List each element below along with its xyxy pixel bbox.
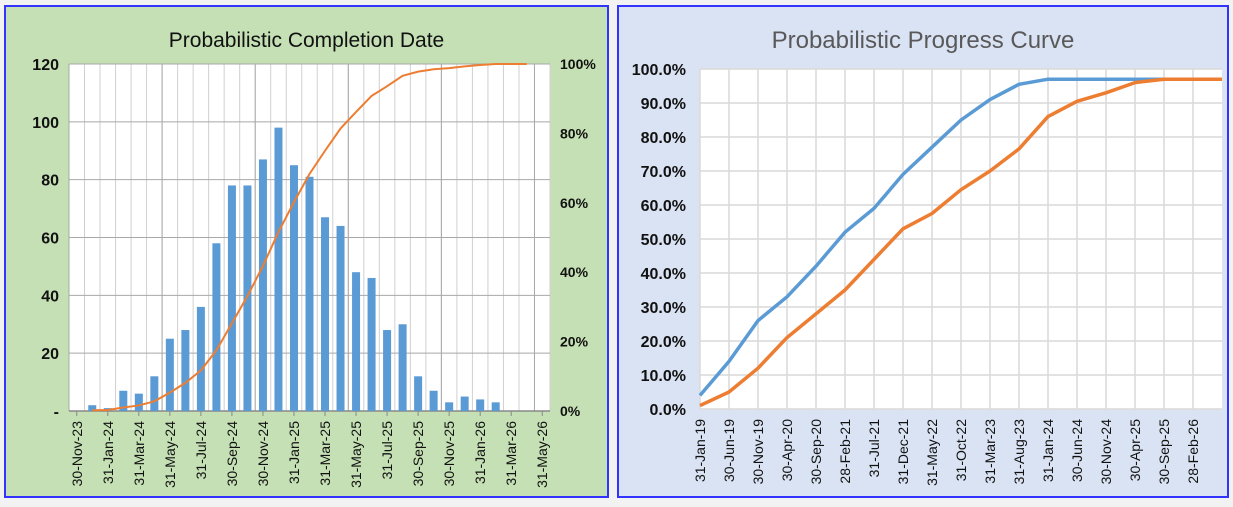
completion-date-chart: Probabilistic Completion Date - 20 40 60 80 1…: [4, 5, 609, 498]
bar: [367, 277, 376, 411]
bar: [460, 396, 469, 411]
x-tick-label: 30-Jun-24: [1069, 419, 1085, 482]
y2-tick-label: 80%: [560, 125, 589, 141]
x-tick-label: 31-Jan-24: [1040, 419, 1056, 482]
x-tick-label: 31-Mar-23: [982, 419, 998, 484]
y-tick-label: 80.0%: [641, 130, 686, 147]
x-tick-label: 31-May-22: [924, 419, 940, 486]
x-tick-label: 30-Nov-24: [255, 421, 271, 487]
bar: [134, 393, 143, 411]
x-tick-label: 31-Jan-25: [286, 421, 302, 484]
bar: [196, 306, 205, 411]
bar: [181, 330, 190, 411]
x-tick-label: 31-May-24: [162, 421, 178, 488]
x-tick-label: 30-Nov-23: [69, 421, 85, 487]
y-tick-label: 20.0%: [641, 334, 686, 351]
bar: [212, 243, 221, 411]
y-tick-label: 100: [32, 115, 59, 132]
x-tick-label: 31-May-25: [348, 421, 364, 488]
x-tick-label: 30-Sep-25: [410, 421, 426, 487]
x-tick-label: 31-May-26: [534, 421, 550, 488]
y2-tick-label: 60%: [560, 195, 589, 211]
bar: [305, 176, 314, 411]
bar: [398, 324, 407, 411]
x-tick-label: 31-Jan-24: [100, 421, 116, 484]
y-tick-label: 40.0%: [641, 266, 686, 283]
x-tick-label: 30-Sep-24: [224, 421, 240, 487]
bar: [352, 272, 361, 411]
x-tick-label: 30-Nov-24: [1098, 419, 1114, 485]
bar: [445, 402, 454, 411]
y-tick-label: 10.0%: [641, 368, 686, 385]
bar: [119, 390, 128, 411]
chart-svg: - 20 40 60 80 100 120 0% 20% 40% 60% 80% 100% 30-Nov-…: [32, 56, 596, 488]
bar: [274, 127, 283, 411]
bar: [227, 185, 236, 411]
bar: [336, 225, 345, 411]
y-tick-label: 100.0%: [632, 62, 686, 79]
y2-tick-label: 100%: [560, 56, 596, 72]
bar: [243, 185, 252, 411]
x-tick-label: 31-Dec-21: [895, 419, 911, 485]
bar: [165, 338, 174, 411]
x-tick-label: 31-Jan-26: [472, 421, 488, 484]
bar: [289, 165, 298, 411]
bar: [429, 390, 438, 411]
bar: [150, 376, 159, 411]
chart-title: Probabilistic Completion Date: [168, 29, 445, 52]
x-tick-label: 31-Aug-23: [1011, 419, 1027, 485]
cumulative-line: [92, 63, 527, 412]
y-tick-label: 20: [41, 346, 59, 363]
y-tick-label: 30.0%: [641, 300, 686, 317]
progress-curve-chart: Probabilistic Progress Curve 0.0% 10.0% 20…: [617, 5, 1229, 498]
x-tick-label: 28-Feb-26: [1185, 419, 1201, 484]
y-tick-label: 60: [41, 231, 59, 248]
y2-tick-label: 0%: [560, 403, 581, 419]
y-tick-label: 80: [41, 173, 59, 190]
x-tick-label: 31-Mar-24: [131, 421, 147, 486]
y-tick-label: -: [54, 404, 59, 421]
y-tick-label: 60.0%: [641, 198, 686, 215]
chart-title: Probabilistic Progress Curve: [771, 27, 1075, 54]
progress-line-1: [698, 77, 1222, 397]
y-tick-label: 120: [32, 57, 59, 74]
x-tick-label: 30-Sep-20: [808, 419, 824, 485]
x-tick-label: 30-Sep-25: [1156, 419, 1172, 485]
y2-tick-label: 20%: [560, 334, 589, 350]
bar: [383, 330, 392, 411]
x-tick-label: 30-Nov-25: [441, 421, 457, 487]
x-tick-label: 31-Jul-21: [866, 419, 882, 478]
bar: [491, 402, 500, 411]
y-tick-label: 90.0%: [641, 96, 686, 113]
bar: [414, 376, 423, 411]
x-tick-label: 31-Jul-25: [379, 421, 395, 480]
bar: [321, 217, 330, 411]
x-tick-label: 30-Apr-25: [1127, 419, 1143, 481]
y-tick-label: 40: [41, 288, 59, 305]
progress-line-2: [699, 77, 1222, 408]
x-tick-label: 30-Jun-19: [721, 419, 737, 482]
y-tick-label: 50.0%: [641, 232, 686, 249]
x-tick-label: 31-Mar-26: [503, 421, 519, 486]
x-tick-label: 31-Jan-19: [692, 419, 708, 482]
bar: [258, 159, 267, 411]
x-tick-label: 28-Feb-21: [837, 419, 853, 484]
x-tick-label: 31-Jul-24: [193, 421, 209, 480]
bar: [88, 405, 97, 411]
y-tick-label: 70.0%: [641, 164, 686, 181]
y-tick-label: 0.0%: [650, 402, 686, 419]
x-tick-label: 31-Mar-25: [317, 421, 333, 486]
x-tick-label: 30-Nov-19: [750, 419, 766, 485]
y2-tick-label: 40%: [560, 264, 589, 280]
bar: [476, 399, 485, 411]
chart-svg: 0.0% 10.0% 20.0% 30.0% 40.0% 50.0% 60.0% 70.0% 8…: [632, 62, 1222, 486]
x-tick-label: 31-Oct-22: [953, 419, 969, 481]
x-tick-label: 30-Apr-20: [779, 419, 795, 481]
